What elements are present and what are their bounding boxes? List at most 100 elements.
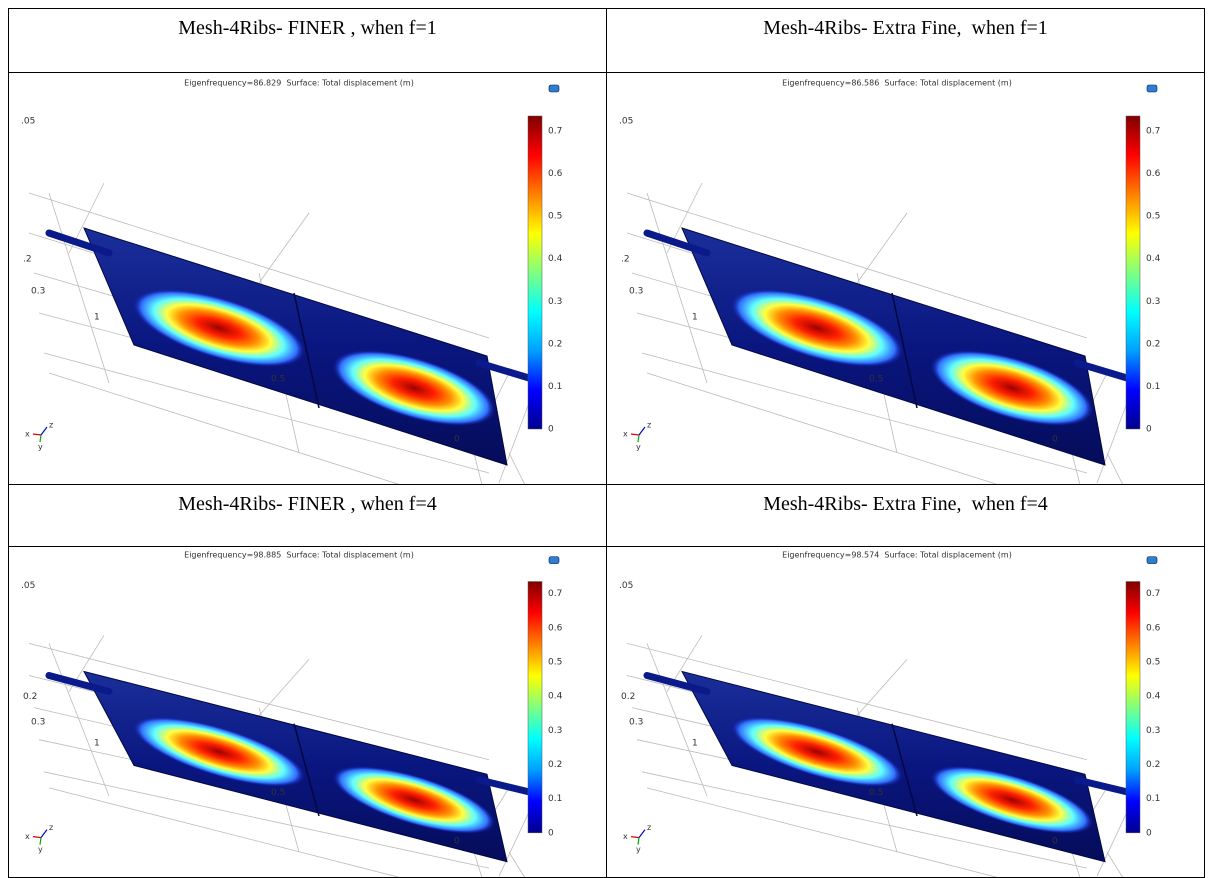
grid-line: [498, 402, 530, 484]
colorbar-tick-label: 0.6: [548, 623, 563, 633]
rod: [475, 359, 533, 382]
triad-label: x: [623, 832, 628, 841]
plot-title: Eigenfrequency=86.586 Surface: Total dis…: [782, 79, 1012, 88]
grid-line: [646, 787, 998, 877]
axis-label: 0.5: [271, 788, 285, 798]
colorbar: [1125, 581, 1141, 834]
plot-title: Eigenfrequency=98.574 Surface: Total dis…: [782, 551, 1012, 560]
colorbar-tick-label: 0.3: [1146, 726, 1160, 736]
colorbar: [1125, 115, 1141, 430]
hotspot: [930, 766, 1094, 834]
rod: [1073, 776, 1131, 796]
axis-label: .2: [23, 255, 32, 265]
colorbar-tick-label: 0.5: [1146, 212, 1160, 222]
view-icon: [548, 84, 560, 93]
rib: [891, 723, 918, 817]
colorbar-tick-label: 0.7: [1146, 589, 1160, 599]
triad-label: x: [25, 430, 30, 439]
colorbar-tick-label: 0.7: [548, 589, 562, 599]
cell-header: Mesh-4Ribs- FINER , when f=1: [8, 8, 607, 73]
colorbar-tick-label: 0.1: [1146, 794, 1160, 804]
grid-line: [646, 192, 708, 384]
plot: Eigenfrequency=86.829 Surface: Total dis…: [21, 79, 563, 484]
rod: [1073, 359, 1131, 382]
triad-label: z: [49, 421, 53, 430]
grid-line: [1096, 402, 1128, 484]
results-table: Mesh-4Ribs- FINER , when f=1 Mesh-4Ribs-…: [8, 8, 1205, 878]
hotspot: [730, 716, 904, 787]
grid-line: [48, 787, 400, 877]
colorbar-tick-label: 0.5: [1146, 657, 1160, 667]
triad-axis: [32, 836, 42, 839]
grid-line: [641, 771, 1088, 869]
axis-label: .05: [619, 581, 633, 591]
axis-label: 0: [454, 435, 460, 445]
grid-line: [856, 659, 908, 716]
hotspot: [332, 350, 496, 426]
triad-label: y: [38, 443, 43, 452]
hotspot: [132, 289, 306, 367]
plot-title: Eigenfrequency=86.829 Surface: Total dis…: [184, 79, 414, 88]
axis-label: 0: [1052, 435, 1058, 445]
axis-label: .2: [621, 255, 630, 265]
grid-line: [646, 643, 708, 797]
grid-line: [28, 642, 490, 761]
colorbar-tick-label: 0.6: [548, 169, 563, 179]
hotspot: [930, 350, 1094, 426]
axis-label: 0.3: [31, 287, 45, 297]
triad-axis: [39, 434, 42, 443]
cell-header: Mesh-4Ribs- FINER , when f=4: [8, 484, 607, 547]
grid-line: [626, 642, 1088, 761]
axis-label: 1: [692, 313, 698, 323]
colorbar-tick-label: 0.3: [1146, 297, 1160, 307]
colorbar-tick-label: 0.7: [1146, 127, 1160, 137]
grid-line: [626, 192, 1088, 339]
triad-axis: [638, 829, 646, 839]
grid-line: [498, 811, 530, 877]
triad-axis: [630, 836, 640, 839]
colorbar-tick-label: 0.2: [1146, 339, 1160, 349]
plot-cell: Eigenfrequency=86.586 Surface: Total dis…: [606, 72, 1205, 485]
axis-label: 0.3: [629, 718, 643, 728]
grid-line: [1106, 452, 1123, 484]
axis-label: 0.5: [271, 375, 285, 385]
axis-label: 1: [94, 313, 100, 323]
colorbar-tick-label: 0.2: [548, 339, 562, 349]
plot: Eigenfrequency=98.574 Surface: Total dis…: [619, 551, 1161, 877]
triad-label: z: [647, 823, 651, 832]
colorbar-tick-label: 0.1: [548, 794, 562, 804]
colorbar-tick-label: 0: [548, 425, 554, 435]
colorbar-tick-label: 0.6: [1146, 169, 1161, 179]
cell-header: Mesh-4Ribs- Extra Fine, when f=4: [606, 484, 1205, 547]
triad-axis: [638, 426, 646, 436]
hotspot: [132, 716, 306, 787]
colorbar-tick-label: 0.4: [1146, 692, 1161, 702]
triad-axis: [637, 837, 640, 845]
axis-label: 0.3: [31, 718, 45, 728]
triad-axis: [40, 829, 48, 839]
colorbar-tick-label: 0.4: [548, 254, 563, 264]
axis-label: 0: [454, 836, 460, 846]
grid-line: [641, 352, 1088, 474]
grid-line: [646, 372, 998, 484]
grid-line: [856, 212, 908, 284]
colorbar-tick-label: 0.3: [548, 297, 562, 307]
axis-label: 0.2: [621, 692, 635, 702]
colorbar-tick-label: 0: [548, 828, 554, 838]
triad-label: y: [636, 443, 641, 452]
grid-line: [258, 212, 310, 284]
hotspot: [332, 766, 496, 834]
colorbar-tick-label: 0: [1146, 828, 1152, 838]
cell-header: Mesh-4Ribs- Extra Fine, when f=1: [606, 8, 1205, 73]
rod: [475, 776, 533, 796]
grid-line: [48, 643, 110, 797]
axis-label: 0.3: [629, 287, 643, 297]
grid-line: [1106, 851, 1123, 877]
axis-label: .05: [21, 581, 35, 591]
triad-label: y: [38, 845, 43, 854]
plot: Eigenfrequency=86.586 Surface: Total dis…: [619, 79, 1161, 484]
grid-line: [48, 372, 400, 484]
colorbar: [527, 581, 543, 834]
colorbar-tick-label: 0.5: [548, 657, 562, 667]
